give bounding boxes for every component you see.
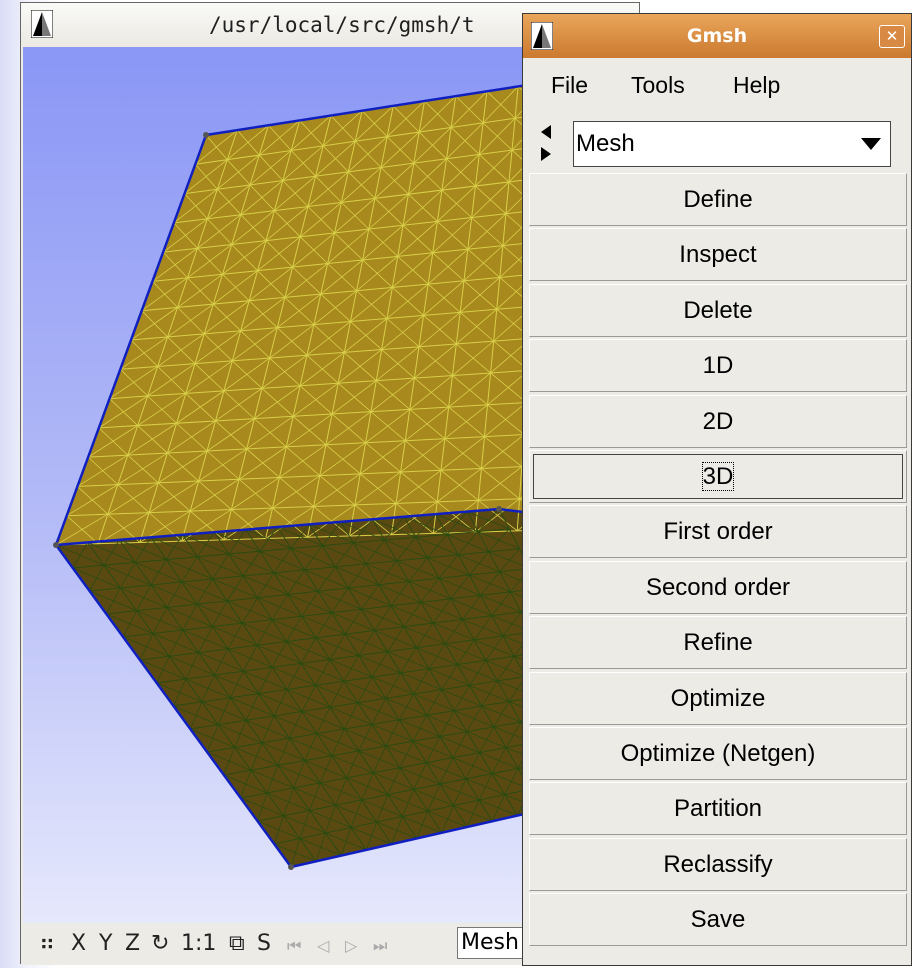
2d-button[interactable]: 2D <box>529 395 907 448</box>
rotate-icon[interactable]: ↻ <box>151 931 170 956</box>
module-navigation[interactable] <box>541 125 553 163</box>
delete-button[interactable]: Delete <box>529 284 907 337</box>
next-module-icon[interactable] <box>541 147 551 161</box>
menu-bar: File Tools Help <box>523 58 911 110</box>
2d-button-label: 2D <box>702 408 734 435</box>
3d-button[interactable]: 3D <box>529 450 907 503</box>
delete-button-label: Delete <box>683 297 753 324</box>
first-order-button-label: First order <box>663 518 773 545</box>
optimize-button[interactable]: Optimize <box>529 672 907 725</box>
view-z-button[interactable]: Z <box>125 931 141 956</box>
reclassify-button-label: Reclassify <box>663 851 773 878</box>
ortho-icon[interactable]: ⧉ <box>229 931 245 956</box>
gmsh-logo-icon <box>531 22 553 50</box>
first-frame-icon[interactable]: ⏮ <box>287 936 302 955</box>
1d-button-label: 1D <box>702 352 734 379</box>
1d-button[interactable]: 1D <box>529 339 907 392</box>
select-button[interactable]: S <box>257 931 271 956</box>
partition-button-label: Partition <box>673 795 763 822</box>
gmsh-titlebar[interactable]: Gmsh ✕ <box>523 14 911 58</box>
gmsh-logo-icon <box>31 10 53 38</box>
previous-frame-icon[interactable]: ◁ <box>317 936 330 955</box>
last-frame-icon[interactable]: ⏭ <box>373 936 388 955</box>
3d-button-label: 3D <box>701 462 735 491</box>
save-button-label: Save <box>690 906 746 933</box>
first-order-button[interactable]: First order <box>529 505 907 558</box>
previous-module-icon[interactable] <box>541 125 551 139</box>
optimize-netgen-button[interactable]: Optimize (Netgen) <box>529 727 907 780</box>
chevron-down-icon[interactable] <box>856 129 886 159</box>
define-button[interactable]: Define <box>529 173 907 226</box>
module-selector: Mesh <box>533 115 905 173</box>
menu-file[interactable]: File <box>551 72 589 98</box>
view-x-button[interactable]: X <box>71 931 87 956</box>
optimize-button-label: Optimize <box>670 685 766 712</box>
dots-icon[interactable]: ⠶ <box>39 931 56 956</box>
gmsh-window-title: Gmsh <box>686 25 748 47</box>
graphics-window-title: /usr/local/src/gmsh/t <box>209 13 475 37</box>
second-order-button[interactable]: Second order <box>529 561 907 614</box>
module-choice-value: Mesh <box>576 130 635 157</box>
scale-1-1-button[interactable]: 1:1 <box>181 931 217 956</box>
inspect-button-label: Inspect <box>679 241 757 268</box>
partition-button[interactable]: Partition <box>529 782 907 835</box>
refine-button-label: Refine <box>683 629 753 656</box>
reclassify-button[interactable]: Reclassify <box>529 838 907 891</box>
view-y-button[interactable]: Y <box>99 931 113 956</box>
inspect-button[interactable]: Inspect <box>529 228 907 281</box>
optimize-netgen-button-label: Optimize (Netgen) <box>620 740 816 767</box>
close-icon[interactable]: ✕ <box>879 25 905 48</box>
save-button[interactable]: Save <box>529 893 907 946</box>
module-choice[interactable]: Mesh <box>573 121 891 167</box>
refine-button[interactable]: Refine <box>529 616 907 669</box>
second-order-button-label: Second order <box>645 574 791 601</box>
menu-help[interactable]: Help <box>733 72 781 98</box>
play-icon[interactable]: ▷ <box>345 936 358 955</box>
menu-tools[interactable]: Tools <box>631 72 685 98</box>
mesh-drawing <box>53 66 637 870</box>
gmsh-menu-window[interactable]: Gmsh ✕ File Tools Help Mesh Define Inspec… <box>522 13 912 966</box>
define-button-label: Define <box>683 186 753 213</box>
